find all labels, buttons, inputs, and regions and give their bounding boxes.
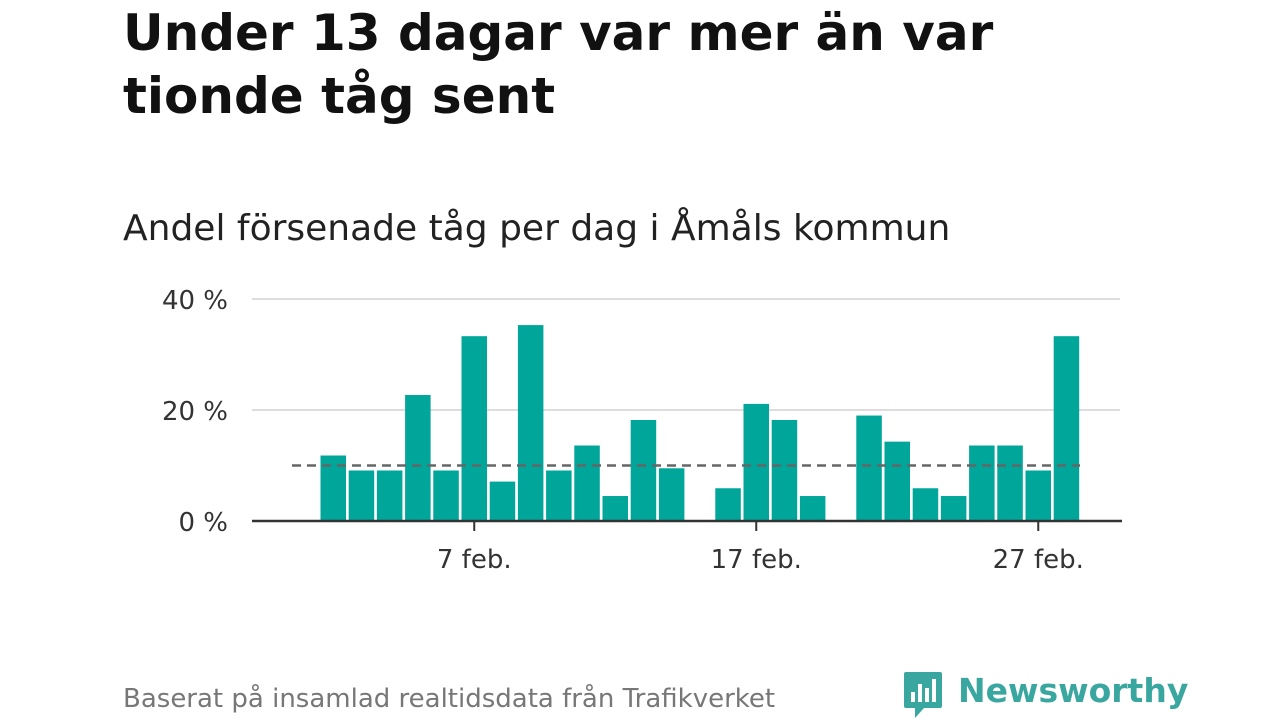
x-tick-label: 17 feb. — [711, 545, 802, 575]
bar — [574, 445, 600, 521]
bar — [489, 481, 516, 521]
bar — [856, 415, 882, 521]
bar — [348, 470, 375, 521]
bar — [433, 470, 459, 521]
bar-chart: 0 % 20 % 40 % 7 feb. 17 feb. 27 feb. — [162, 286, 1122, 575]
bar — [940, 496, 967, 521]
y-tick-label: 40 % — [162, 286, 228, 316]
newsworthy-logo-icon — [904, 672, 942, 718]
x-tick-label: 7 feb. — [437, 545, 512, 575]
bars — [320, 325, 1080, 521]
y-tick-label: 20 % — [162, 397, 228, 427]
bar — [517, 325, 544, 521]
bar — [912, 488, 939, 521]
axes: 0 % 20 % 40 % 7 feb. 17 feb. 27 feb. — [162, 286, 1122, 575]
bar — [546, 470, 572, 521]
bar — [884, 441, 910, 521]
bar — [997, 445, 1023, 521]
bar — [1025, 470, 1051, 521]
bar — [461, 336, 487, 521]
x-tick-label: 27 feb. — [993, 545, 1084, 575]
bar — [1053, 336, 1080, 521]
bar — [743, 403, 769, 521]
bar — [376, 470, 403, 521]
brand-logo: Newsworthy — [902, 670, 1188, 720]
bar — [771, 419, 798, 521]
chart-title: Under 13 dagar var mer än var tionde tåg… — [123, 4, 994, 125]
bar — [405, 395, 431, 521]
bar — [630, 419, 657, 521]
bar — [715, 488, 741, 521]
bar — [602, 496, 628, 521]
bar — [799, 496, 826, 521]
brand-name: Newsworthy — [958, 671, 1189, 710]
source-note: Baserat på insamlad realtidsdata från Tr… — [123, 684, 776, 714]
bar — [969, 445, 995, 521]
y-tick-label: 0 % — [178, 508, 228, 538]
bar — [658, 468, 685, 521]
grid-lines — [252, 298, 1120, 411]
chart-subtitle: Andel försenade tåg per dag i Åmåls komm… — [123, 208, 951, 249]
